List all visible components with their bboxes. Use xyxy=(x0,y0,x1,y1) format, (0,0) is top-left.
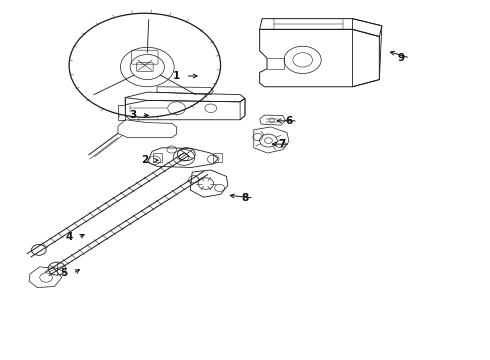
Text: 8: 8 xyxy=(242,193,248,203)
Text: 7: 7 xyxy=(278,139,285,149)
Text: 2: 2 xyxy=(141,155,148,165)
Text: 4: 4 xyxy=(65,232,73,242)
Text: 9: 9 xyxy=(398,53,405,63)
Text: 6: 6 xyxy=(285,116,293,126)
Text: 5: 5 xyxy=(61,268,68,278)
Text: 3: 3 xyxy=(129,111,136,121)
Text: 1: 1 xyxy=(173,71,180,81)
